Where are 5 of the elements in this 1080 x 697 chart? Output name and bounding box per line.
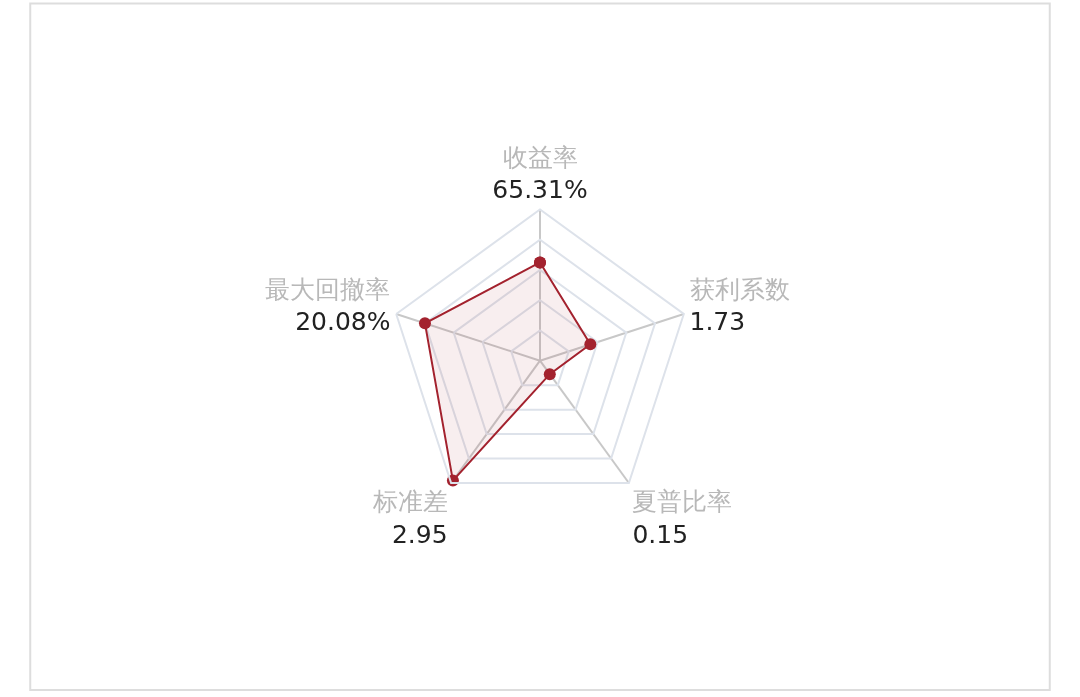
spoke-label: 标准差 2.95 xyxy=(371,487,448,549)
spoke-label: 最大回撤率 20.08% xyxy=(265,274,391,337)
spoke-label: 获利系数 1.73 xyxy=(689,274,790,337)
spoke-label: 夏普比率 0.15 xyxy=(632,487,733,549)
spoke-label: 收益率 65.31% xyxy=(492,143,588,205)
